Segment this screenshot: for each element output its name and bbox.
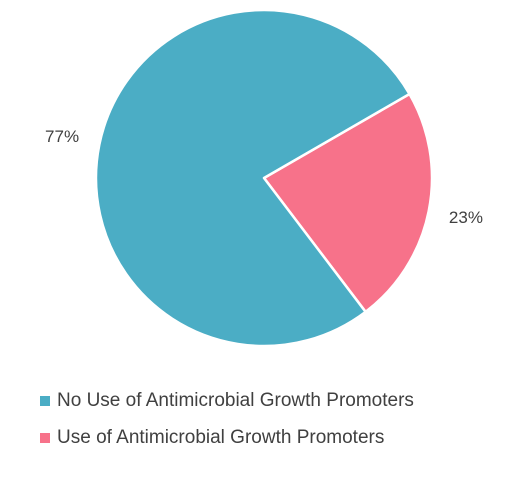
legend-swatch-1 xyxy=(40,396,50,406)
pie-slices xyxy=(94,8,434,348)
data-label-1: 23% xyxy=(449,208,483,227)
pie-slice-1 xyxy=(262,92,434,314)
legend-swatch-2 xyxy=(40,433,50,443)
legend-label-1: No Use of Antimicrobial Growth Promoters xyxy=(57,390,414,411)
legend-label-2: Use of Antimicrobial Growth Promoters xyxy=(57,427,384,448)
pie-data-labels: 23% 77% xyxy=(45,127,483,227)
data-label-2: 77% xyxy=(45,127,79,146)
chart-legend: No Use of Antimicrobial Growth Promoters… xyxy=(40,390,414,448)
pie-slice-2 xyxy=(94,8,411,348)
